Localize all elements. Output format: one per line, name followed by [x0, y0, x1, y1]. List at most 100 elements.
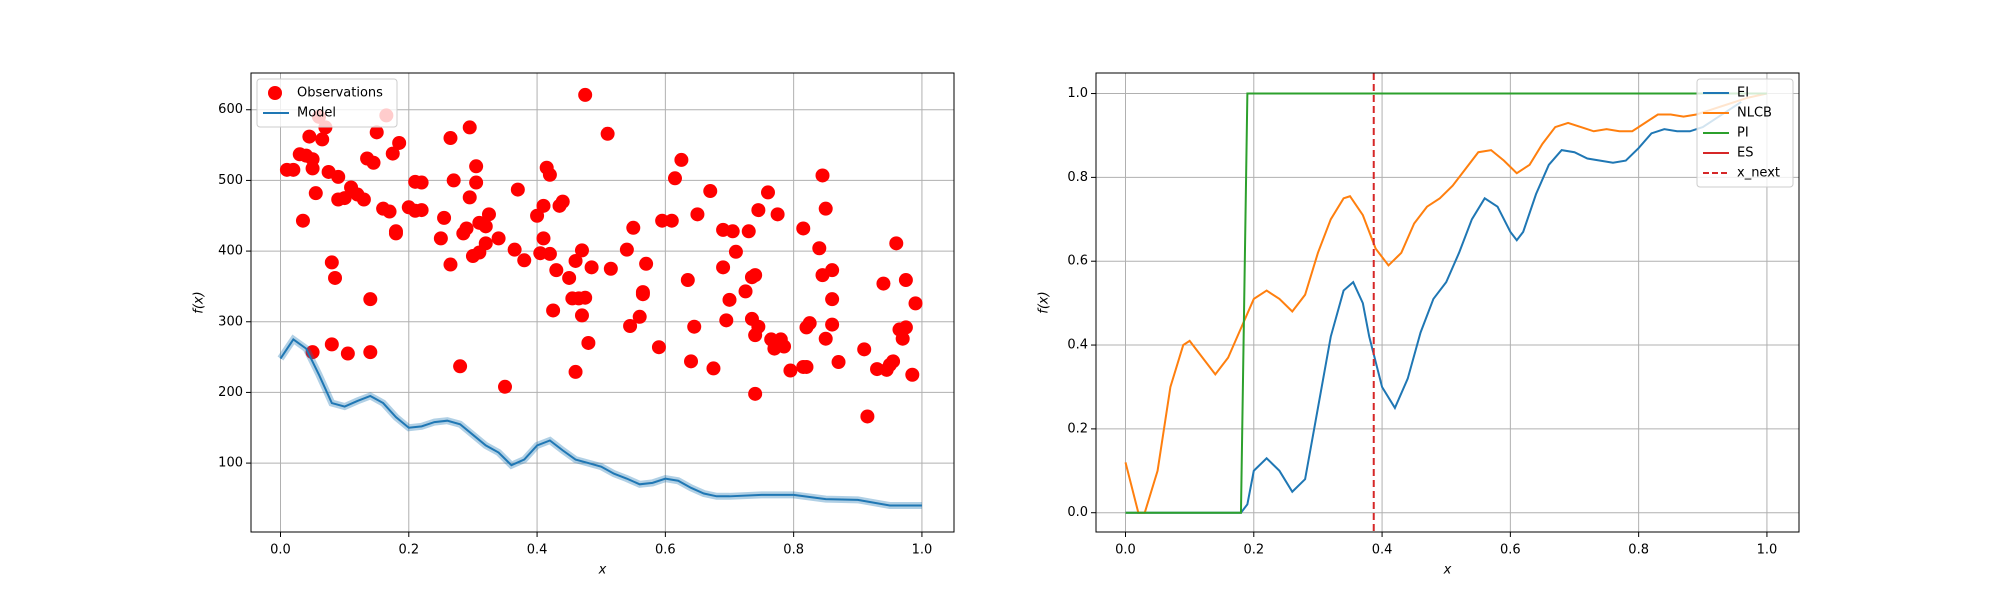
- point: [857, 342, 872, 357]
- point: [905, 367, 920, 382]
- x-tick-label: 0.8: [783, 543, 804, 558]
- point: [536, 198, 551, 213]
- point: [741, 224, 756, 239]
- point: [799, 359, 814, 374]
- point: [536, 231, 551, 246]
- legend-label: Observations: [297, 86, 383, 101]
- x-tick-label: 0.2: [398, 543, 419, 558]
- point: [437, 210, 452, 225]
- point: [507, 242, 522, 257]
- point: [542, 246, 557, 261]
- point: [549, 263, 564, 278]
- point: [825, 317, 840, 332]
- point: [655, 213, 670, 228]
- y-tick-label: 0.4: [1067, 338, 1088, 353]
- point: [831, 355, 846, 370]
- point: [459, 221, 474, 236]
- point: [443, 257, 458, 272]
- legend: EI NLCB PI ES x_next: [1696, 78, 1794, 188]
- x-tick-label: 0.4: [1372, 543, 1393, 558]
- plot-frame: [1095, 72, 1800, 533]
- y-tick-label: 0.8: [1067, 170, 1088, 185]
- point: [728, 244, 743, 259]
- point: [478, 219, 493, 234]
- point: [690, 207, 705, 222]
- point: [818, 331, 833, 346]
- point: [623, 318, 638, 333]
- x-tick-label: 0.2: [1243, 543, 1264, 558]
- legend-marker: [268, 86, 282, 100]
- point: [639, 256, 654, 271]
- x-axis-label: x: [598, 563, 607, 578]
- point: [719, 313, 734, 328]
- y-tick-label: 1.0: [1067, 86, 1088, 101]
- point: [578, 290, 593, 305]
- point: [555, 194, 570, 209]
- point: [751, 319, 766, 334]
- point: [674, 152, 689, 167]
- point: [898, 273, 913, 288]
- point: [546, 303, 561, 318]
- line: [1124, 92, 1768, 514]
- point: [498, 379, 513, 394]
- point: [626, 220, 641, 235]
- point: [568, 253, 583, 268]
- point: [651, 340, 666, 355]
- point: [382, 204, 397, 219]
- legend-label: PI: [1737, 126, 1749, 141]
- y-tick-label: 500: [218, 173, 243, 188]
- legend-box: [1696, 78, 1794, 188]
- point: [469, 175, 484, 190]
- point: [388, 226, 403, 241]
- point: [478, 236, 493, 251]
- point: [578, 87, 593, 102]
- point: [680, 273, 695, 288]
- point: [581, 335, 596, 350]
- point: [414, 203, 429, 218]
- y-tick-label: 0.0: [1067, 505, 1088, 520]
- point: [574, 308, 589, 323]
- point: [366, 155, 381, 170]
- point: [725, 224, 740, 239]
- point: [462, 120, 477, 135]
- point: [664, 213, 679, 228]
- point: [751, 203, 766, 218]
- subplot: 0.0 0.2 0.4 0.6 0.8 1.0 100 200 300 400 500 600 x f(x…: [192, 72, 955, 578]
- point: [363, 292, 378, 307]
- point: [684, 354, 699, 369]
- legend-label: ES: [1737, 146, 1753, 161]
- legend-label: NLCB: [1737, 106, 1772, 121]
- y-axis-label: f(x): [1037, 291, 1052, 313]
- line: [1125, 92, 1767, 514]
- point: [908, 296, 923, 311]
- legend-label: Model: [297, 106, 336, 121]
- point: [635, 287, 650, 302]
- point: [562, 270, 577, 285]
- point: [748, 268, 763, 283]
- x-tick-label: 0.8: [1628, 543, 1649, 558]
- point: [574, 243, 589, 258]
- point: [600, 126, 615, 141]
- point: [738, 284, 753, 299]
- y-tick-label: 0.6: [1067, 254, 1088, 269]
- point: [760, 185, 775, 200]
- x-tick-label: 1.0: [1757, 543, 1778, 558]
- point: [632, 309, 647, 324]
- point: [603, 261, 618, 276]
- point: [286, 162, 301, 177]
- point: [295, 213, 310, 228]
- point: [385, 146, 400, 161]
- point: [462, 190, 477, 205]
- y-tick-label: 600: [218, 102, 243, 117]
- x-tick-label: 0.0: [1115, 543, 1136, 558]
- y-tick-label: 400: [218, 244, 243, 259]
- point: [446, 173, 461, 188]
- point: [392, 135, 407, 150]
- point: [453, 359, 468, 374]
- point: [324, 337, 339, 352]
- point: [895, 331, 910, 346]
- point: [369, 125, 384, 140]
- point: [469, 159, 484, 174]
- x-tick-label: 0.0: [270, 543, 291, 558]
